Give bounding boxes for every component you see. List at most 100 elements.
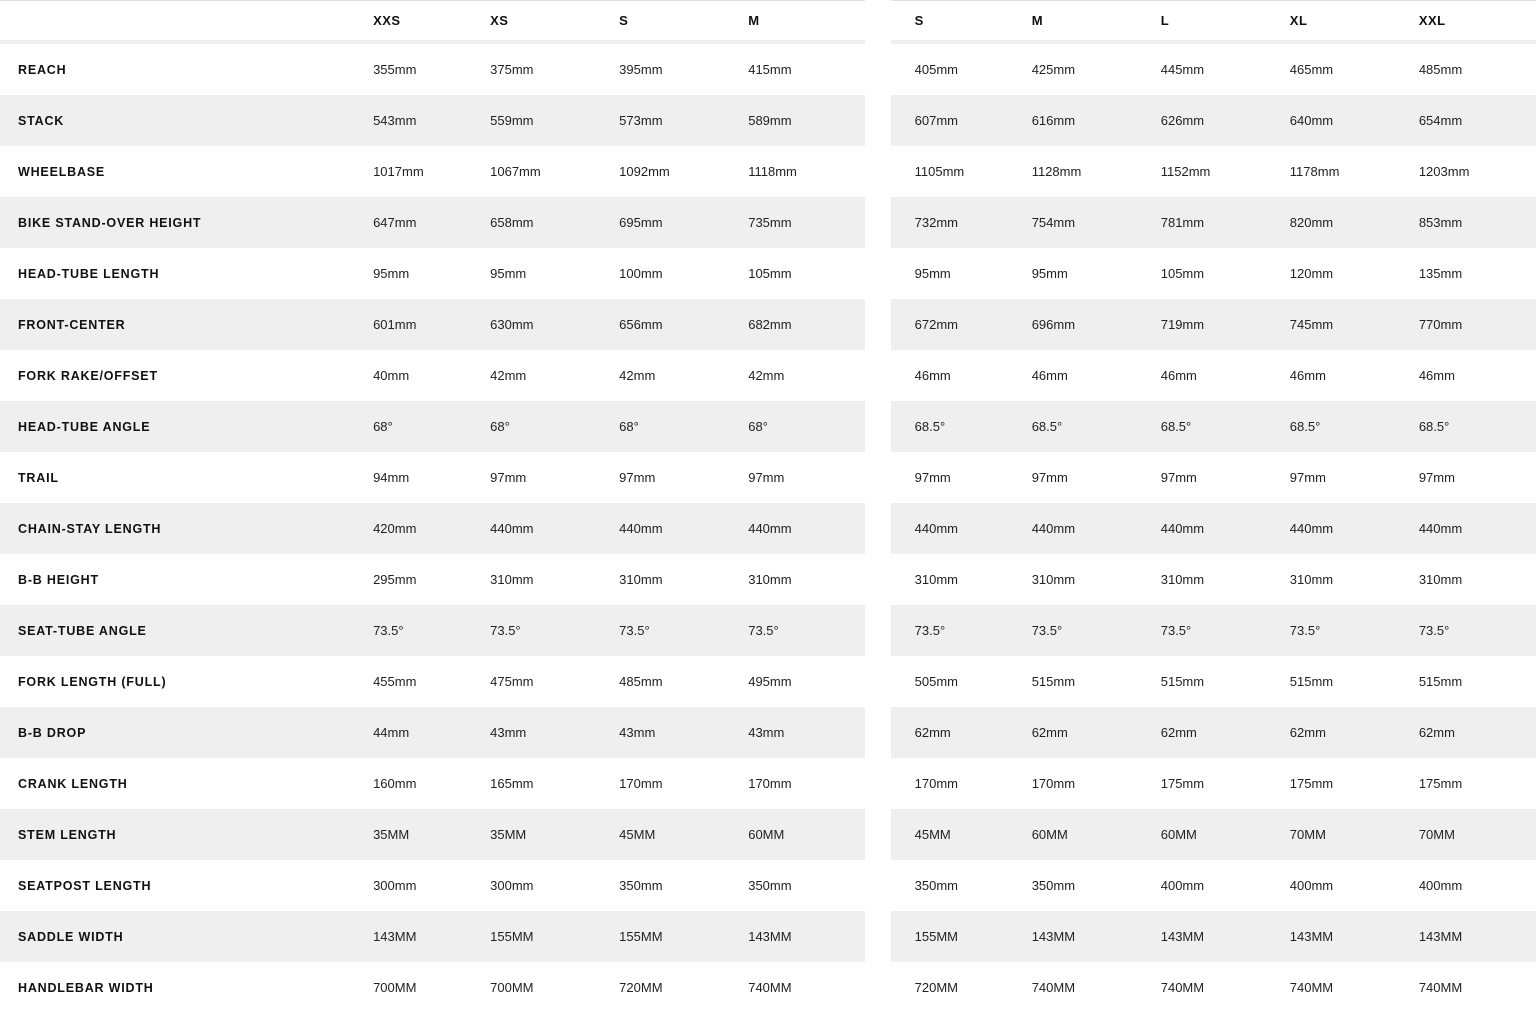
- cell: 672mm: [891, 299, 1020, 350]
- row-label: SADDLE WIDTH: [0, 911, 349, 962]
- row-label: HEAD-TUBE LENGTH: [0, 248, 349, 299]
- cell: 820mm: [1278, 197, 1407, 248]
- cell: 515mm: [1149, 656, 1278, 707]
- row-label: B-B DROP: [0, 707, 349, 758]
- cell: 695mm: [607, 197, 736, 248]
- cell: 160mm: [349, 758, 478, 809]
- cell: 60MM: [1020, 809, 1149, 860]
- cell: 62mm: [1407, 707, 1536, 758]
- cell: 94mm: [349, 452, 478, 503]
- cell: 640mm: [1278, 95, 1407, 146]
- table-row: FRONT-CENTER601mm630mm656mm682mm672mm696…: [0, 299, 1536, 350]
- cell: 350mm: [607, 860, 736, 911]
- table-header: XXS XS S M S M L XL XXL: [0, 0, 1536, 44]
- row-label: FORK RAKE/OFFSET: [0, 350, 349, 401]
- row-label: TRAIL: [0, 452, 349, 503]
- cell: 310mm: [478, 554, 607, 605]
- table-row: STEM LENGTH35MM35MM45MM60MM45MM60MM60MM7…: [0, 809, 1536, 860]
- cell: 46mm: [1278, 350, 1407, 401]
- cell: 375mm: [478, 44, 607, 95]
- cell: 97mm: [1149, 452, 1278, 503]
- cell: 143MM: [1278, 911, 1407, 962]
- cell: 97mm: [891, 452, 1020, 503]
- cell: 46mm: [891, 350, 1020, 401]
- cell: 515mm: [1020, 656, 1149, 707]
- cell: 68°: [349, 401, 478, 452]
- cell: 732mm: [891, 197, 1020, 248]
- row-label: B-B HEIGHT: [0, 554, 349, 605]
- cell: 440mm: [478, 503, 607, 554]
- column-group-gap: [865, 860, 890, 911]
- cell: 310mm: [1278, 554, 1407, 605]
- row-label: WHEELBASE: [0, 146, 349, 197]
- cell: 310mm: [736, 554, 865, 605]
- cell: 654mm: [1407, 95, 1536, 146]
- cell: 105mm: [1149, 248, 1278, 299]
- cell: 143MM: [1407, 911, 1536, 962]
- cell: 740MM: [1149, 962, 1278, 1013]
- cell: 754mm: [1020, 197, 1149, 248]
- cell: 1118mm: [736, 146, 865, 197]
- cell: 97mm: [736, 452, 865, 503]
- cell: 60MM: [1149, 809, 1278, 860]
- cell: 46mm: [1020, 350, 1149, 401]
- cell: 440mm: [736, 503, 865, 554]
- column-group-gap: [865, 0, 890, 44]
- cell: 155MM: [478, 911, 607, 962]
- cell: 46mm: [1407, 350, 1536, 401]
- cell: 425mm: [1020, 44, 1149, 95]
- cell: 1092mm: [607, 146, 736, 197]
- column-group-gap: [865, 911, 890, 962]
- cell: 95mm: [1020, 248, 1149, 299]
- cell: 310mm: [1407, 554, 1536, 605]
- cell: 300mm: [349, 860, 478, 911]
- cell: 720MM: [891, 962, 1020, 1013]
- cell: 62mm: [1278, 707, 1407, 758]
- cell: 781mm: [1149, 197, 1278, 248]
- table-row: WHEELBASE1017mm1067mm1092mm1118mm1105mm1…: [0, 146, 1536, 197]
- cell: 170mm: [736, 758, 865, 809]
- cell: 35MM: [349, 809, 478, 860]
- row-label: FORK LENGTH (FULL): [0, 656, 349, 707]
- cell: 35MM: [478, 809, 607, 860]
- cell: 1203mm: [1407, 146, 1536, 197]
- cell: 543mm: [349, 95, 478, 146]
- cell: 143MM: [1149, 911, 1278, 962]
- cell: 350mm: [1020, 860, 1149, 911]
- cell: 42mm: [736, 350, 865, 401]
- cell: 100mm: [607, 248, 736, 299]
- cell: 1128mm: [1020, 146, 1149, 197]
- cell: 440mm: [607, 503, 736, 554]
- cell: 73.5°: [1020, 605, 1149, 656]
- cell: 73.5°: [891, 605, 1020, 656]
- cell: 355mm: [349, 44, 478, 95]
- row-label: HANDLEBAR WIDTH: [0, 962, 349, 1013]
- column-group-gap: [865, 248, 890, 299]
- cell: 44mm: [349, 707, 478, 758]
- cell: 95mm: [349, 248, 478, 299]
- cell: 295mm: [349, 554, 478, 605]
- cell: 455mm: [349, 656, 478, 707]
- cell: 656mm: [607, 299, 736, 350]
- cell: 155MM: [607, 911, 736, 962]
- cell: 46mm: [1149, 350, 1278, 401]
- cell: 68.5°: [891, 401, 1020, 452]
- cell: 853mm: [1407, 197, 1536, 248]
- row-label: FRONT-CENTER: [0, 299, 349, 350]
- column-group-gap: [865, 299, 890, 350]
- cell: 440mm: [1020, 503, 1149, 554]
- col-header: S: [607, 0, 736, 44]
- cell: 415mm: [736, 44, 865, 95]
- col-header: XXL: [1407, 0, 1536, 44]
- column-group-gap: [865, 350, 890, 401]
- column-group-gap: [865, 503, 890, 554]
- cell: 740MM: [1407, 962, 1536, 1013]
- cell: 735mm: [736, 197, 865, 248]
- cell: 175mm: [1407, 758, 1536, 809]
- col-header: L: [1149, 0, 1278, 44]
- table-row: BIKE STAND-OVER HEIGHT647mm658mm695mm735…: [0, 197, 1536, 248]
- cell: 135mm: [1407, 248, 1536, 299]
- column-group-gap: [865, 95, 890, 146]
- cell: 68.5°: [1149, 401, 1278, 452]
- cell: 440mm: [1278, 503, 1407, 554]
